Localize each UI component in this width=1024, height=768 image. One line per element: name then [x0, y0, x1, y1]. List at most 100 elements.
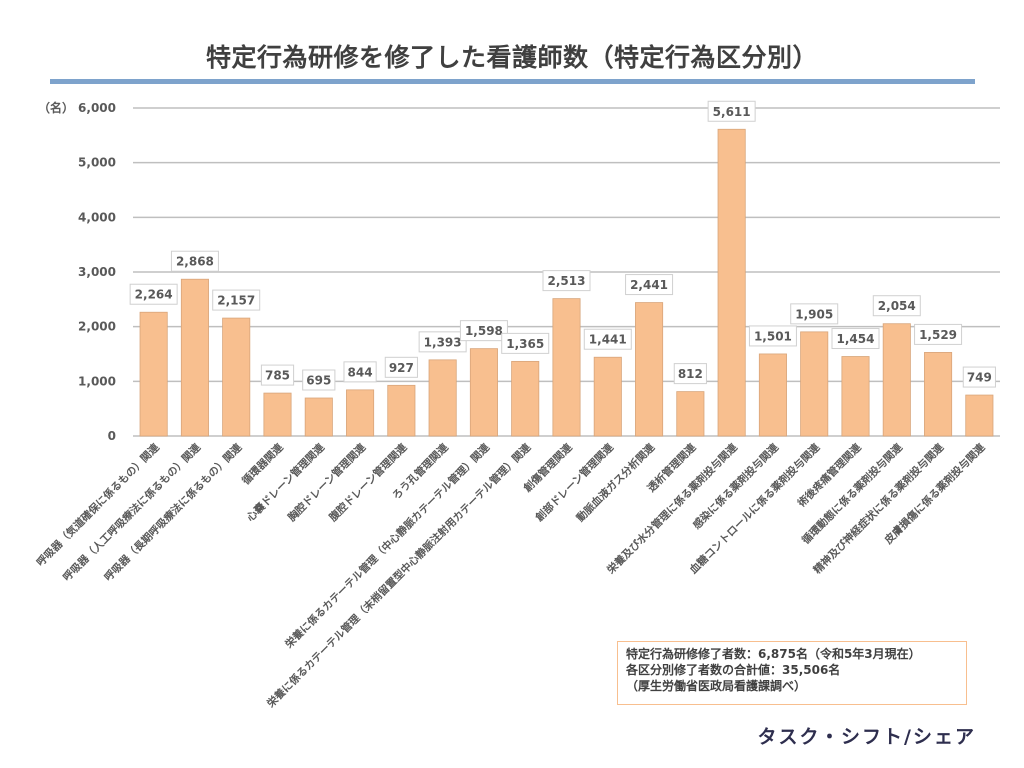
data-label: 2,157: [212, 289, 261, 311]
x-category-label: 心嚢ドレーン管理関連: [244, 441, 327, 524]
data-label: 5,611: [707, 100, 756, 122]
data-labels: 2,264 2,868 2,157 785 695 844 927 1,3931,5981,3…: [129, 100, 996, 391]
data-label: 749: [962, 366, 996, 388]
data-label-text: 2,157: [217, 294, 255, 308]
data-label-text: 785: [265, 369, 290, 383]
y-tick-label: 3,000: [78, 265, 116, 279]
data-label-box: [459, 320, 508, 342]
data-label: 2,264: [129, 283, 178, 305]
bar: [346, 389, 375, 437]
data-label-box: [831, 328, 880, 350]
data-label-box: [343, 361, 377, 383]
data-label-box: [384, 356, 418, 378]
data-label-text: 749: [967, 371, 992, 385]
data-label: 1,529: [914, 323, 963, 345]
x-category-label: 胸腔ドレーン管理関連: [285, 441, 368, 524]
bar: [304, 397, 333, 437]
data-label-box: [170, 250, 219, 272]
data-label-text: 1,365: [506, 337, 544, 351]
data-label-text: 5,611: [713, 105, 751, 119]
y-tick-label: 6,000: [78, 101, 116, 115]
data-label-box: [790, 303, 839, 325]
bar: [965, 394, 994, 437]
data-label: 812: [673, 363, 707, 385]
data-label-text: 2,054: [878, 299, 916, 313]
bar: [758, 353, 787, 437]
summary-note-box: 特定行為研修修了者数：6,875名（令和5年3月現在） 各区分別修了者数の合計値…: [617, 641, 967, 705]
y-tick-label: 1,000: [78, 374, 116, 388]
y-tick-label: 5,000: [78, 156, 116, 170]
bar: [552, 298, 581, 437]
x-category-label: 栄養に係るカテーテル管理（末梢留置型中心静脈注射用カテーテル管理）関連: [264, 441, 534, 711]
data-label: 1,501: [748, 325, 797, 347]
bar: [924, 352, 953, 437]
data-label-text: 1,598: [465, 324, 503, 338]
bar: [469, 348, 498, 437]
data-label: 927: [384, 356, 418, 378]
x-category-label: 創部ドレーン管理関連: [532, 441, 616, 525]
data-label-box: [418, 331, 467, 353]
y-axis-ticks: 0 1,000 2,000 3,000 4,000 5,000 6,000: [78, 101, 116, 443]
data-label-box: [625, 274, 674, 296]
data-label-text: 1,501: [754, 329, 792, 343]
data-label: 785: [260, 364, 295, 386]
y-axis-unit-label: （名）: [38, 100, 74, 115]
data-label: 695: [302, 369, 336, 391]
data-label: 2,868: [170, 250, 219, 272]
data-label-text: 1,905: [795, 307, 833, 321]
title-divider: [50, 79, 975, 84]
data-label-text: 2,264: [135, 288, 173, 302]
footer-caption: タスク・シフト/シェア: [757, 726, 976, 748]
data-label: 1,598: [459, 320, 508, 342]
y-tick-label: 0: [108, 429, 116, 443]
data-label-text: 844: [348, 365, 373, 379]
x-category-label: 動脈血液ガス分析関連: [574, 441, 658, 525]
data-label: 1,393: [418, 331, 467, 353]
bar: [841, 356, 870, 437]
data-label-box: [583, 328, 632, 350]
bar: [428, 359, 457, 437]
x-category-label: 感染に係る薬剤投与関連: [690, 441, 781, 532]
data-label-box: [501, 332, 550, 354]
bar: [800, 331, 829, 437]
bar: [263, 392, 292, 437]
bar: [717, 128, 746, 437]
data-label-text: 927: [389, 361, 414, 375]
data-label-box: [542, 270, 591, 292]
bar: [676, 391, 705, 437]
data-label: 1,365: [501, 332, 550, 354]
data-label-box: [212, 289, 261, 311]
data-label-box: [748, 325, 797, 347]
data-label: 2,513: [542, 270, 591, 292]
data-label: 1,905: [790, 303, 839, 325]
data-label-box: [260, 364, 295, 386]
data-label: 2,441: [625, 274, 674, 296]
note-line-sum: 各区分別修了者数の合計値：35,506名: [626, 663, 841, 677]
x-category-label: 腹腔ドレーン管理関連: [326, 441, 409, 524]
bar: [139, 311, 168, 437]
data-label-text: 1,393: [424, 335, 462, 349]
bars: [139, 128, 994, 437]
data-label-box: [872, 295, 921, 317]
data-label: 1,441: [583, 328, 632, 350]
y-tick-label: 2,000: [78, 320, 116, 334]
bar: [222, 317, 251, 437]
bar: [511, 360, 540, 437]
data-label-text: 2,868: [176, 255, 214, 269]
data-label-box: [302, 369, 336, 391]
data-label-text: 1,529: [919, 328, 957, 342]
data-label-box: [914, 323, 963, 345]
data-label-text: 1,441: [589, 333, 627, 347]
bar: [882, 323, 911, 437]
data-label-box: [673, 363, 707, 385]
data-label-text: 695: [306, 374, 331, 388]
data-label-text: 2,441: [630, 278, 668, 292]
data-label-box: [707, 100, 756, 122]
data-label: 2,054: [872, 295, 921, 317]
bar: [593, 356, 622, 437]
bar: [387, 384, 416, 437]
data-label-text: 2,513: [548, 274, 586, 288]
data-label: 1,454: [831, 328, 880, 350]
y-tick-label: 4,000: [78, 210, 116, 224]
